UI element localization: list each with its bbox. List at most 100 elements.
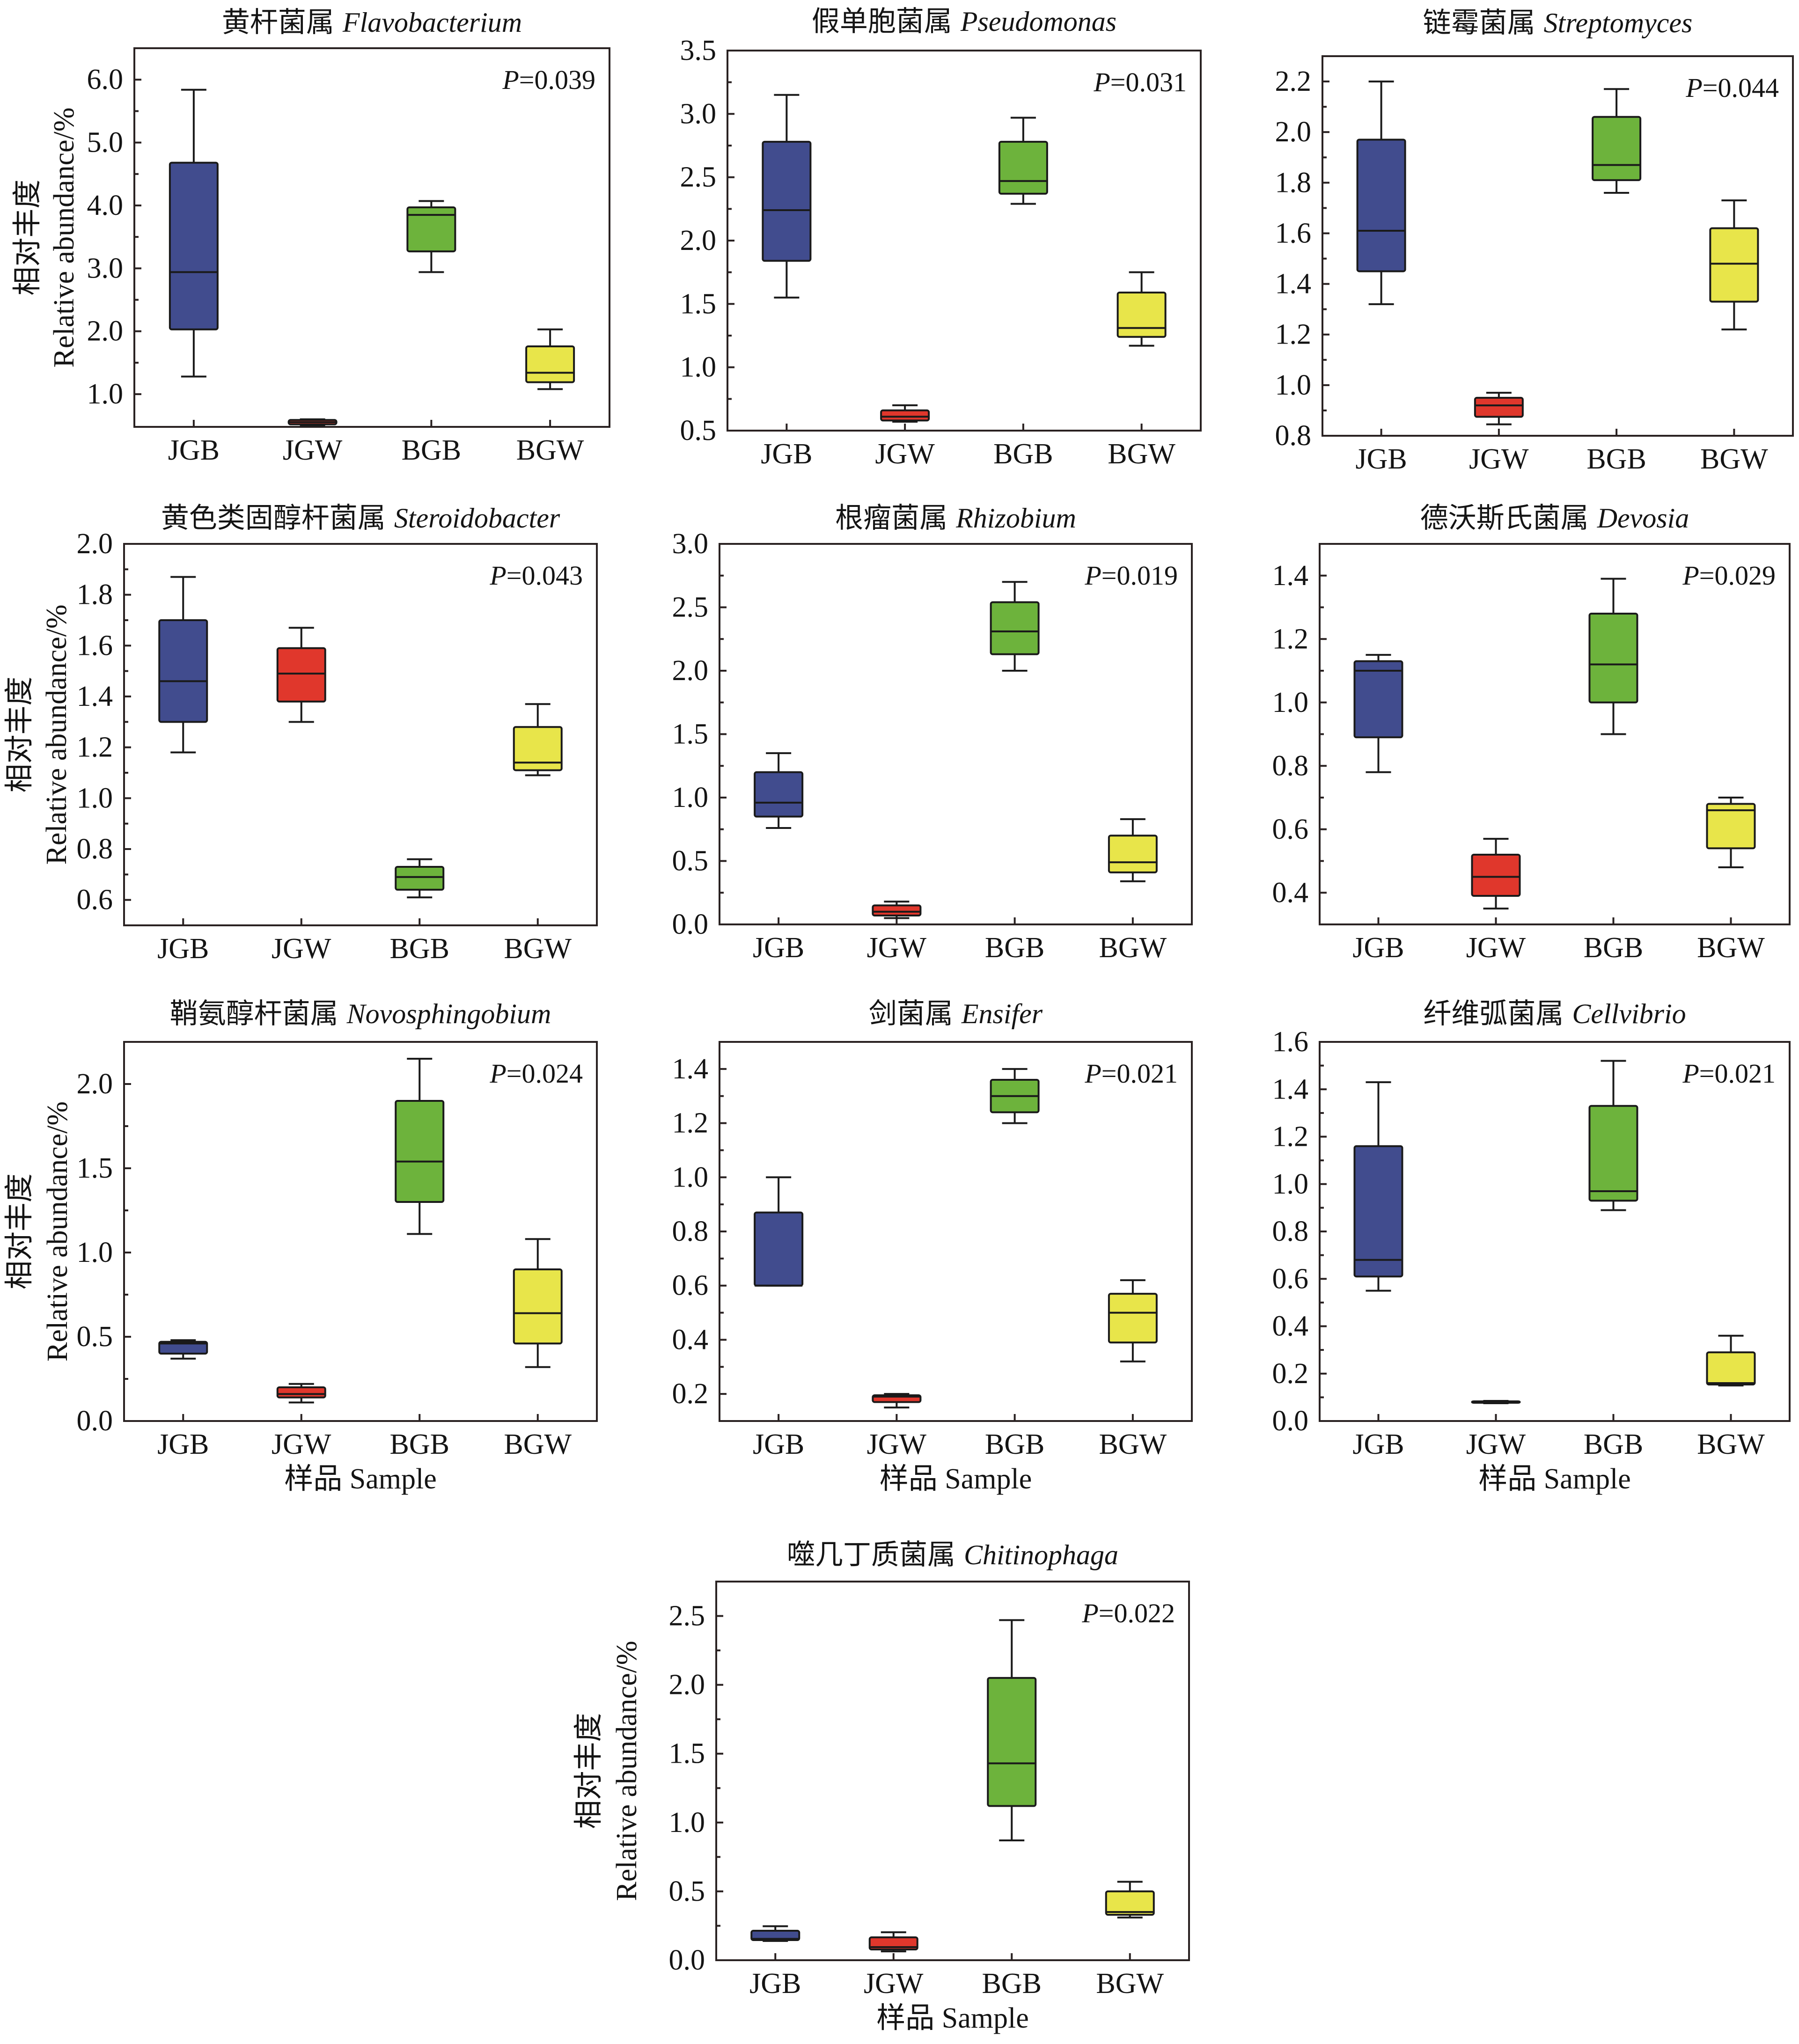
x-axis-title: 样品 Sample (880, 1463, 1032, 1495)
panel-title: 德沃斯氏菌属 Devosia (1420, 503, 1689, 534)
interquartile-box (1706, 803, 1756, 850)
y-tick-label: 5.0 (87, 127, 124, 159)
interquartile-box (276, 647, 326, 703)
p-value: P=0.021 (1084, 1058, 1178, 1089)
p-value: P=0.039 (502, 65, 595, 95)
title-chinese-name: 黄色类固醇杆菌属 (161, 503, 386, 534)
box-jgw (1471, 1399, 1521, 1405)
interquartile-box (1592, 116, 1642, 181)
title-genus-name: Rhizobium (955, 503, 1076, 534)
x-tick-label-jgw: JGW (867, 1429, 927, 1460)
interquartile-box (406, 206, 456, 253)
p-symbol: P (1685, 73, 1702, 103)
y-tick-label: 2.5 (680, 161, 717, 193)
plot-frame (123, 543, 598, 926)
y-tick-label: 0.5 (669, 1875, 705, 1907)
y-tick-label: 1.2 (672, 1107, 709, 1139)
box-jgw (276, 627, 326, 723)
x-axis-title: 样品 Sample (1478, 1463, 1630, 1495)
interquartile-box (1474, 396, 1524, 418)
panel-pseudomonas: 假单胞菌属 Pseudomonas 0.5 1.0 1.5 2.0 2.5 3.0 3.5 JGB… (680, 6, 1202, 470)
title-genus-name: Novosphingobium (346, 998, 551, 1029)
panel-title: 假单胞菌属 Pseudomonas (812, 6, 1116, 37)
box-bgw (525, 328, 575, 390)
y-tick-label: 1.0 (77, 1237, 113, 1268)
box-jgb (750, 1925, 800, 1942)
y-tick-label: 2.5 (672, 592, 709, 623)
y-tick-label: 3.5 (680, 35, 717, 66)
y-tick-label: 1.0 (87, 378, 124, 410)
y-tick-label: 0.8 (1275, 420, 1312, 452)
y-tick-label: 0.4 (1272, 1311, 1309, 1342)
interquartile-box (1353, 1145, 1403, 1278)
x-tick-label-jgb: JGB (1352, 1429, 1404, 1460)
y-tick-label: 6.0 (87, 64, 124, 95)
y-axis-title-chinese: 相对丰度 (573, 1713, 605, 1829)
title-genus-name: Streptomyces (1544, 7, 1693, 38)
panel-cellvibrio: 纤维弧菌属 Cellvibrio 0.0 0.2 0.4 0.6 0.8 1.0 1.2 1.4 1… (1272, 998, 1791, 1495)
x-tick-label-jgb: JGB (157, 1429, 209, 1460)
y-axis-title-chinese: 相对丰度 (4, 676, 36, 792)
y-axis-title-english: Relative abundance/% (41, 604, 73, 864)
title-chinese-name: 纤维弧菌属 (1423, 998, 1564, 1029)
x-tick-label-bgw: BGW (504, 1429, 572, 1460)
interquartile-box (1116, 291, 1167, 338)
panel-streptomyces: 链霉菌属 Streptomyces 0.8 1.0 1.2 1.4 1.6 1.8 2.0 2.2… (1275, 7, 1794, 475)
box-bgb (406, 200, 456, 273)
interquartile-box (1471, 853, 1521, 897)
y-tick-label: 2.0 (87, 315, 124, 347)
panel-ensifer: 剑菌属 Ensifer 0.2 0.4 0.6 0.8 1.0 1.2 1.4 JGB JGW BGB… (672, 998, 1193, 1495)
x-tick-label-bgw: BGW (1697, 1429, 1765, 1460)
panel-title: 剑菌属 Ensifer (869, 998, 1043, 1029)
x-tick-label-jgb: JGB (157, 933, 209, 965)
interquartile-box (1108, 835, 1158, 873)
y-tick-label: 0.6 (1272, 1263, 1309, 1295)
title-genus-name: Flavobacterium (342, 7, 522, 38)
x-tick-label-bgb: BGB (993, 438, 1053, 470)
panel-title: 鞘氨醇杆菌属 Novosphingobium (170, 998, 551, 1029)
title-genus-name: Pseudomonas (960, 6, 1116, 37)
box-jgw (872, 1393, 922, 1409)
x-tick-label-bgw: BGW (516, 434, 584, 466)
y-tick-label: 1.4 (1275, 268, 1312, 300)
y-tick-label: 0.2 (1272, 1358, 1309, 1390)
box-bgw (1706, 1334, 1756, 1387)
x-tick-label-jgb: JGB (1355, 443, 1407, 475)
box-jgw (868, 1931, 918, 1953)
y-tick-label: 2.0 (672, 655, 709, 687)
x-tick-label-jgb: JGB (168, 434, 220, 466)
p-value-number: =0.039 (519, 65, 595, 95)
x-tick-label-bgb: BGB (1584, 932, 1643, 964)
y-tick-label: 1.2 (1275, 319, 1312, 351)
plot-frame (123, 1041, 598, 1422)
x-axis-title: 样品 Sample (284, 1463, 436, 1495)
title-chinese-name: 德沃斯氏菌属 (1420, 503, 1589, 534)
interquartile-box (872, 904, 922, 917)
y-tick-label: 1.2 (1272, 623, 1309, 655)
y-tick-label: 0.6 (672, 1270, 709, 1302)
panel-title: 黄色类固醇杆菌属 Steroidobacter (161, 503, 560, 534)
box-jgb (754, 752, 804, 829)
x-tick-label-jgw: JGW (867, 932, 927, 964)
interquartile-box (880, 409, 930, 422)
panel-steroidobacter: 黄色类固醇杆菌属 Steroidobacter 0.6 0.8 1.0 1.2 1.4 1.6… (4, 503, 598, 965)
y-tick-label: 1.4 (1272, 560, 1309, 592)
y-tick-label: 2.5 (669, 1600, 705, 1632)
title-chinese-name: 黄杆菌属 (222, 7, 334, 38)
y-tick-label: 0.4 (672, 1324, 709, 1355)
y-tick-label: 1.5 (672, 718, 709, 750)
p-symbol: P (1081, 1598, 1098, 1628)
panel-title: 链霉菌属 Streptomyces (1423, 7, 1693, 38)
p-symbol: P (1084, 560, 1101, 591)
y-tick-label: 1.6 (1272, 1026, 1309, 1058)
interquartile-box (754, 1211, 804, 1287)
x-tick-label-bgb: BGB (390, 933, 449, 965)
title-chinese-name: 鞘氨醇杆菌属 (170, 998, 338, 1029)
interquartile-box (1588, 613, 1638, 703)
interquartile-box (1353, 660, 1403, 739)
y-tick-label: 1.2 (1272, 1121, 1309, 1153)
p-value-number: =0.029 (1699, 560, 1776, 591)
box-bgb (987, 1619, 1037, 1842)
y-tick-label: 1.0 (1275, 369, 1312, 401)
